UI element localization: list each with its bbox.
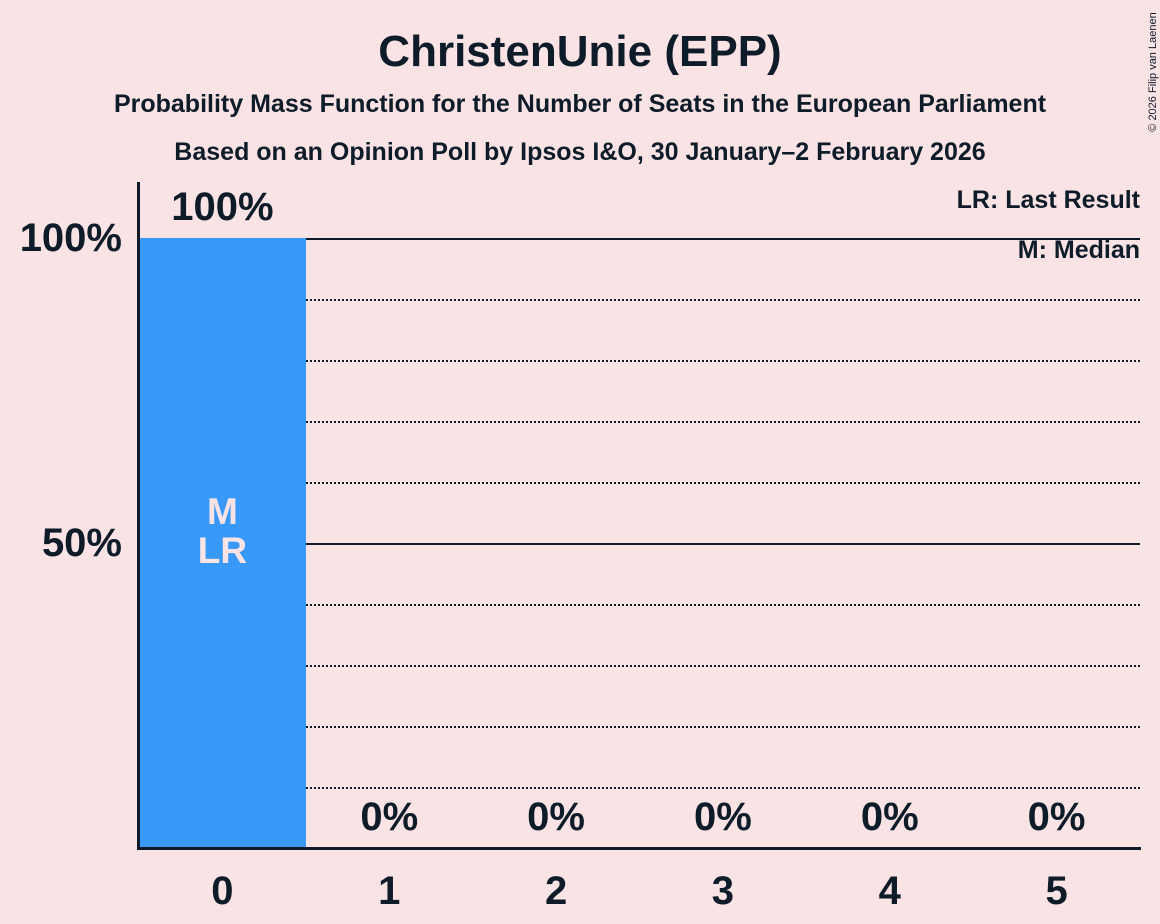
gridline-10pct <box>139 787 1140 789</box>
bar-value-label-seats-1: 0% <box>360 795 419 839</box>
x-tick-label-1: 1 <box>378 869 401 913</box>
x-tick-label-3: 3 <box>711 869 735 913</box>
chart-subtitle: Probability Mass Function for the Number… <box>113 90 1047 118</box>
gridline-50pct <box>139 543 1140 545</box>
legend-last-result-label: LR: Last Result <box>956 186 1140 214</box>
x-tick-label-2: 2 <box>544 869 568 913</box>
chart-source-note: Based on an Opinion Poll by Ipsos I&O, 3… <box>174 138 986 166</box>
gridline-80pct <box>139 360 1140 362</box>
gridline-70pct <box>139 421 1140 423</box>
copyright-text: © 2026 Filip van Laenen <box>1147 12 1159 132</box>
bar-seats-0: M LR <box>139 238 306 848</box>
bar-value-label-seats-3: 0% <box>694 795 752 839</box>
page-title: ChristenUnie (EPP) <box>378 27 782 76</box>
gridline-100pct <box>139 238 1140 240</box>
gridline-60pct <box>139 482 1140 484</box>
y-axis-line <box>137 182 140 849</box>
legend-median-label: M: Median <box>1017 236 1140 264</box>
x-axis-line <box>137 847 1141 850</box>
x-tick-label-4: 4 <box>878 869 901 913</box>
gridline-20pct <box>139 726 1140 728</box>
bar-annotation-median-last-result: M LR <box>139 492 306 570</box>
plot-area: M LR 100% 0% 0% 0% 0% 0% <box>139 187 1140 848</box>
bar-annotation-line: LR <box>197 530 248 571</box>
bar-value-label-seats-0: 100% <box>171 185 274 229</box>
x-tick-label-0: 0 <box>211 869 234 913</box>
x-tick-label-5: 5 <box>1045 869 1068 913</box>
y-tick-label-50pct: 50% <box>41 521 122 565</box>
bar-annotation-line: M <box>207 491 238 532</box>
bar-value-label-seats-2: 0% <box>527 795 585 839</box>
bar-value-label-seats-5: 0% <box>1027 795 1086 839</box>
gridline-90pct <box>139 299 1140 301</box>
gridline-30pct <box>139 665 1140 667</box>
bar-value-label-seats-4: 0% <box>860 795 919 839</box>
y-tick-label-100pct: 100% <box>19 216 122 260</box>
gridline-40pct <box>139 604 1140 606</box>
